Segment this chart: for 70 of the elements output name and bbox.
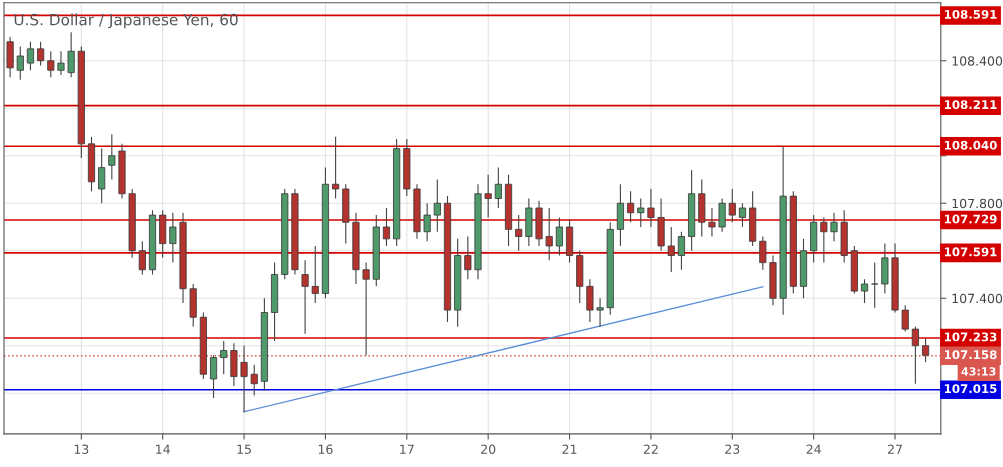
- y-tick-label: 108.400: [952, 56, 1003, 66]
- candlestick: [250, 364, 258, 397]
- candlestick: [728, 188, 736, 223]
- candlestick: [26, 41, 35, 71]
- candlestick: [423, 202, 431, 242]
- candlestick: [515, 214, 523, 252]
- candlestick: [98, 148, 106, 204]
- candlestick: [647, 188, 655, 228]
- candlestick: [921, 338, 930, 363]
- candlestick: [209, 354, 218, 399]
- y-tick-label: 107.800: [952, 198, 1003, 209]
- candlestick: [637, 197, 645, 228]
- candlestick: [67, 31, 75, 78]
- candlestick: [47, 50, 55, 78]
- candlestick: [820, 216, 828, 264]
- candlestick: [901, 304, 909, 333]
- ref-line-label: 107.729: [944, 214, 997, 224]
- candlestick: [169, 212, 177, 264]
- candlestick: [759, 235, 767, 271]
- candlestick: [677, 231, 686, 271]
- text: U.S. Dollar / Japanese Yen, 60: [14, 13, 238, 29]
- candlestick: [57, 50, 65, 76]
- text: 43:13: [961, 367, 996, 376]
- x-tick-label: 21: [562, 444, 577, 454]
- ref-line-label: 107.158: [944, 350, 997, 360]
- candlestick: [494, 167, 502, 209]
- candlestick: [138, 240, 146, 276]
- candlestick: [911, 326, 919, 385]
- candlestick: [545, 207, 553, 261]
- candlestick: [860, 278, 869, 304]
- candlestick: [240, 345, 248, 413]
- x-tick-label: 16: [318, 444, 333, 454]
- candlestick: [464, 235, 472, 280]
- candlestick: [484, 174, 492, 219]
- ref-line-label: 108.040: [944, 140, 997, 150]
- candlestick: [596, 297, 604, 328]
- ref-line-label: 107.591: [944, 247, 997, 257]
- x-tick-label: 22: [643, 444, 658, 454]
- candlestick: [830, 212, 838, 242]
- candlestick: [382, 207, 391, 247]
- x-tick-label: 20: [481, 444, 496, 454]
- candlestick: [871, 262, 879, 309]
- candlestick: [667, 226, 675, 273]
- candlestick: [555, 216, 563, 257]
- ref-line-label: 107.233: [944, 332, 997, 342]
- candlestick: [718, 197, 726, 233]
- x-tick-label: 27: [888, 444, 902, 454]
- candlestick: [332, 136, 340, 200]
- candlestick: [738, 202, 747, 228]
- x-tick-label: 23: [725, 444, 740, 454]
- ref-line-label: 108.591: [944, 9, 997, 19]
- ref-line-label: 108.211: [944, 100, 997, 110]
- candlestick: [301, 259, 309, 335]
- candlestick: [586, 278, 594, 323]
- candlestick: [433, 178, 441, 233]
- y-tick-label: 107.400: [952, 293, 1003, 304]
- candlestick: [627, 190, 635, 223]
- candlestick: [16, 45, 24, 81]
- candlestick: [220, 340, 228, 375]
- candlestick: [311, 245, 319, 304]
- candlestick: [708, 207, 716, 238]
- x-tick-label: 24: [806, 444, 821, 454]
- ref-line-label: 107.015: [944, 384, 997, 394]
- x-tick-label: 17: [400, 444, 414, 454]
- x-tick-label: 15: [237, 444, 251, 454]
- candlestick: [362, 262, 370, 356]
- x-tick-label: 14: [156, 444, 170, 454]
- x-tick-label: 13: [74, 444, 89, 454]
- candlestick: [37, 41, 45, 67]
- candlestick: [108, 133, 116, 181]
